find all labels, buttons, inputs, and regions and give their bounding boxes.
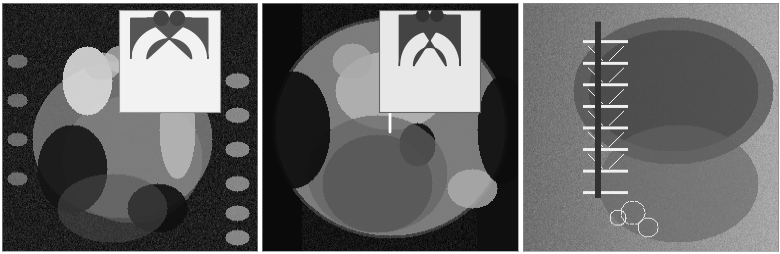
Circle shape <box>154 11 168 25</box>
Circle shape <box>417 9 429 21</box>
Polygon shape <box>399 15 460 66</box>
Polygon shape <box>131 18 207 59</box>
Circle shape <box>431 9 443 21</box>
Circle shape <box>170 11 185 25</box>
